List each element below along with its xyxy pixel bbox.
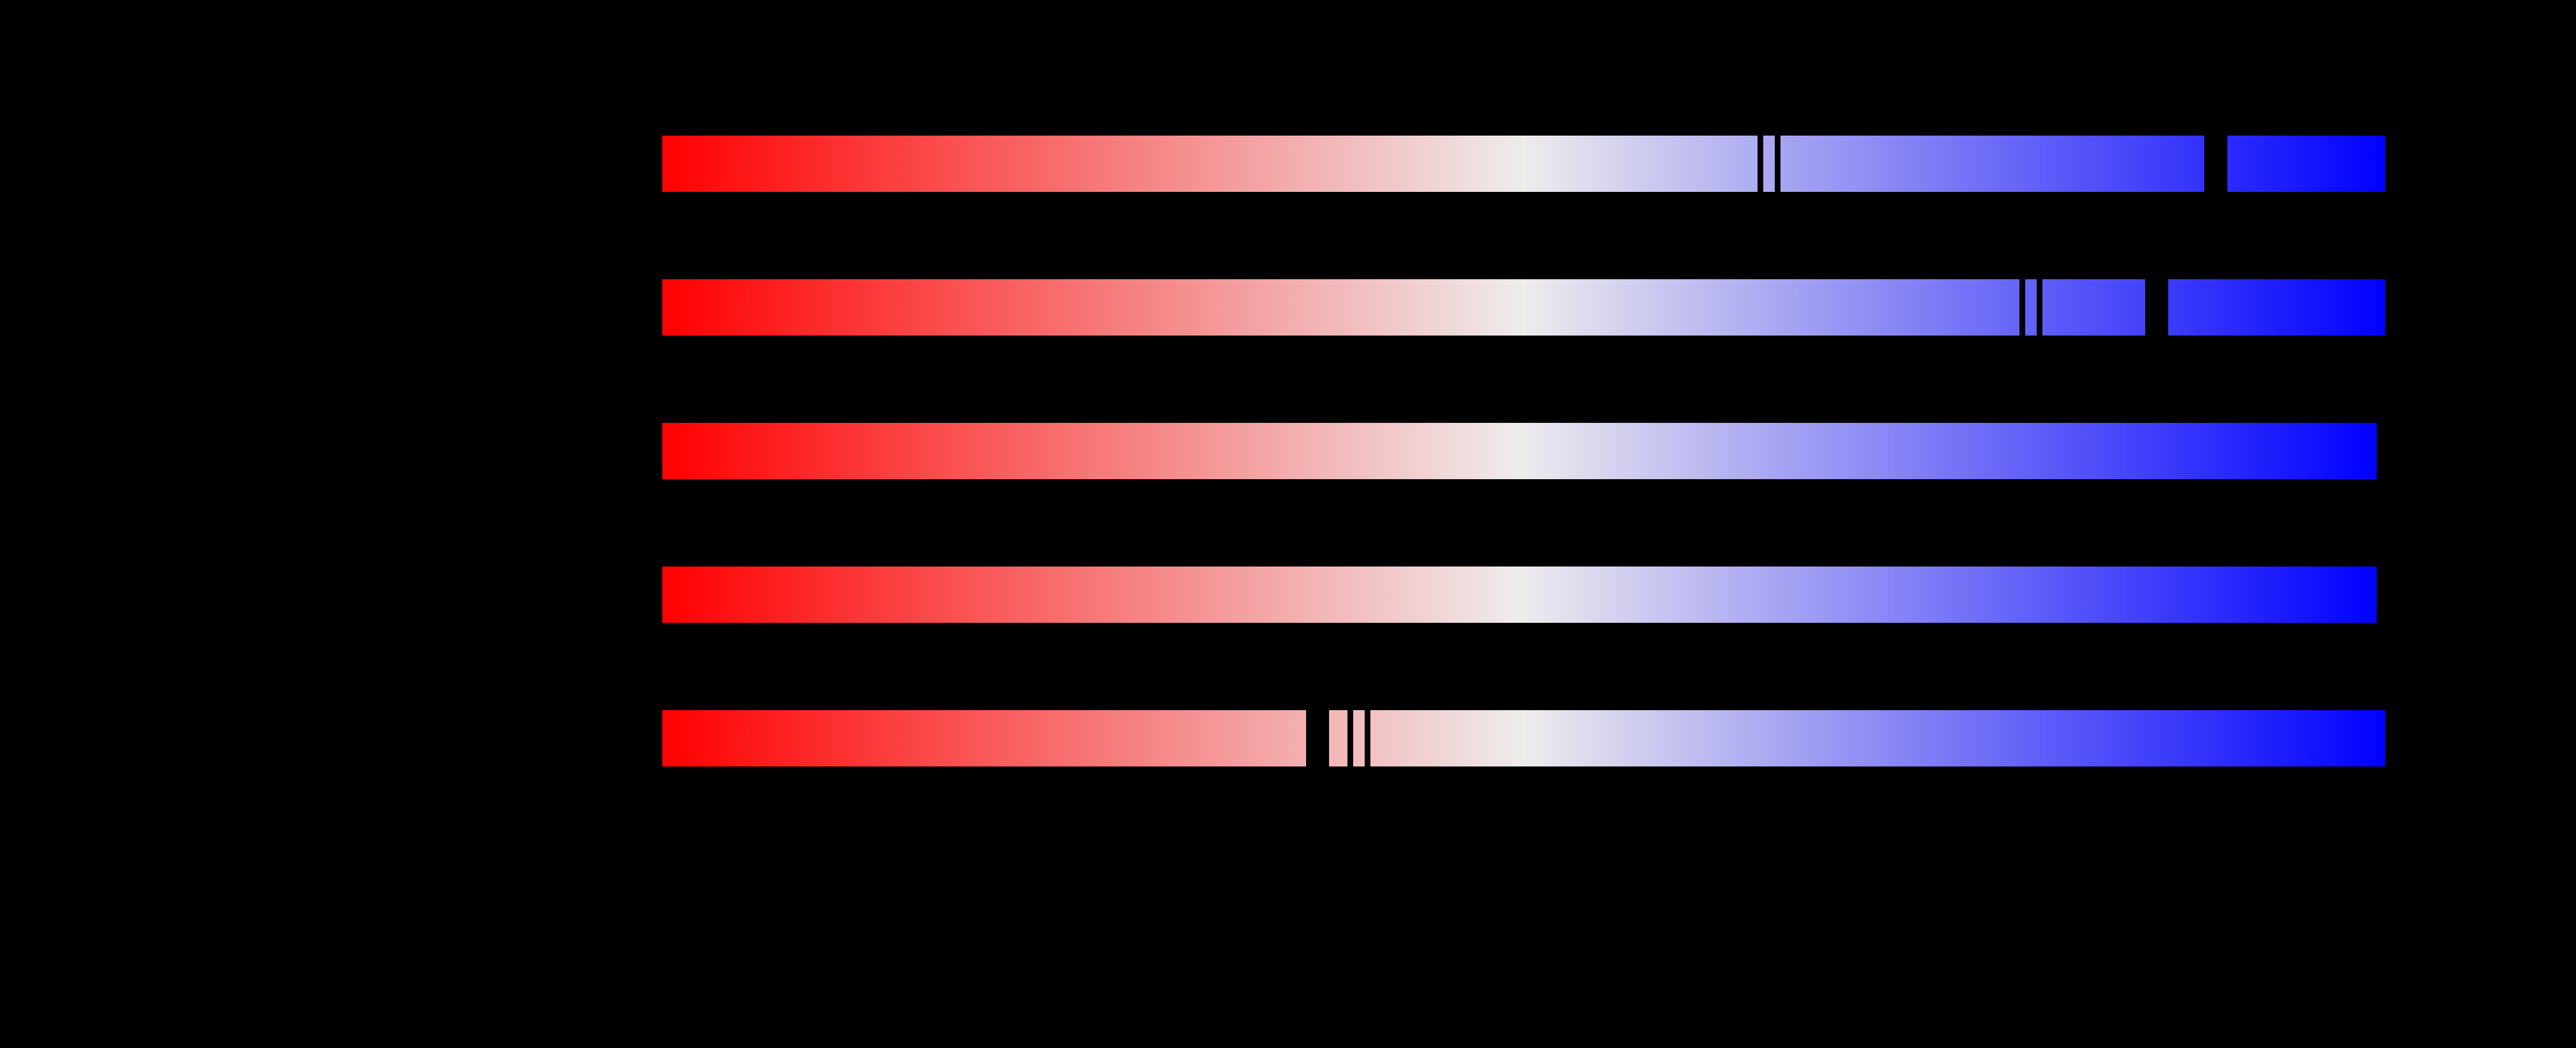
gradient-bar-5 [662, 710, 2385, 766]
gradient-bar-2 [662, 279, 2385, 336]
thick-tick-marker [1306, 710, 1329, 766]
thin-tick-marker [1347, 710, 1353, 766]
gradient-bar-1 [662, 136, 2385, 192]
gradient-bar-3 [662, 423, 2377, 479]
thick-tick-marker [2204, 136, 2227, 192]
thin-tick-marker [2019, 279, 2025, 336]
thin-tick-marker [1758, 136, 1763, 192]
thick-tick-marker [2145, 279, 2168, 336]
thin-tick-marker [2037, 279, 2042, 336]
thin-tick-marker [1365, 710, 1370, 766]
thin-tick-marker [1775, 136, 1781, 192]
gradient-bar-4 [662, 567, 2377, 623]
